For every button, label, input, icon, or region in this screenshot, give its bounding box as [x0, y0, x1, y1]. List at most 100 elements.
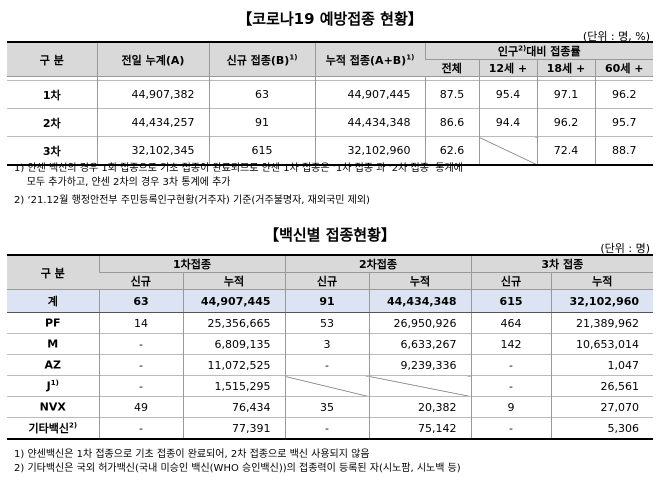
- cell-new: 63: [208, 80, 315, 109]
- header-cum: 누적: [182, 272, 286, 290]
- cell-prev: 32,102,345: [96, 136, 209, 165]
- table-row: 기타백신2) -77,391-75,142-5,306: [7, 417, 654, 439]
- cell-cum: 44,907,445: [314, 80, 425, 109]
- cell-d1c: 1,515,295: [182, 375, 286, 397]
- cell-cum: 32,102,960: [314, 136, 425, 165]
- note-line: 2) 기타백신은 국외 허가백신(국내 미승인 백신(WHO 승인백신))의 접…: [14, 463, 461, 474]
- cell-d2c: 26,950,926: [368, 312, 472, 334]
- header-new: 신규: [470, 272, 552, 290]
- note-line: 1) 얀센백신은 1차 접종으로 기초 접종이 완료되어, 2차 접종으로 백신…: [14, 449, 370, 460]
- cell-new: 91: [208, 108, 315, 137]
- header-rate-all: 전체: [425, 59, 479, 77]
- cell-d2n: 91: [284, 289, 370, 313]
- cell-d1c: 44,907,445: [182, 289, 286, 313]
- vaccination-status-table: 구 분 전일 누계(A) 신규 접종(B)1) 누적 접종(A+B)1) 인구2…: [7, 41, 654, 166]
- header-new: 신규: [99, 272, 183, 290]
- cell-prev: 44,907,382: [96, 80, 209, 109]
- cell-d1c: 25,356,665: [182, 312, 286, 334]
- section2-title: 【백신별 접종현황】: [264, 226, 396, 244]
- section1-notes: 1) 얀센 백신의 경우 1회 접종으로 기초 접종이 완료되므로 얀센 1차 …: [14, 162, 463, 208]
- cell-d2c: 9,239,336: [368, 354, 472, 376]
- section1-unit: (단위 : 명, %): [582, 30, 650, 43]
- header-category: 구 분: [7, 42, 97, 77]
- cell-d3c: 5,306: [550, 417, 654, 439]
- cell-d3c: 27,070: [550, 396, 654, 418]
- cell-d1n: -: [98, 333, 183, 355]
- header-rate-group: 인구2)대비 접종률: [424, 42, 654, 60]
- cell-d3c: 21,389,962: [550, 312, 654, 334]
- cell-d1c: 6,809,135: [182, 333, 286, 355]
- table-row: PF 14 25,356,665 53 26,950,926 464 21,389,962: [7, 312, 654, 334]
- cell-rate-60: 95.7: [594, 108, 654, 137]
- header-cumulative: 누적 접종(A+B)1): [314, 42, 425, 77]
- header-cum: 누적: [368, 272, 472, 290]
- cell-d3c: 32,102,960: [550, 289, 654, 313]
- vaccine-rows: 계 63 44,907,445 91 44,434,348 615 32,102,960 PF…: [7, 289, 654, 439]
- cell-d2c: 6,633,267: [368, 333, 472, 355]
- cell-d1n: -: [98, 417, 183, 439]
- table-row: M -6,809,135 3 6,633,267 142 10,653,014: [7, 333, 654, 355]
- cell-d2n: 53: [284, 312, 370, 334]
- cell-d1n: 14: [98, 312, 183, 334]
- cell-cum: 44,434,348: [314, 108, 425, 137]
- cell-d3n: -: [470, 417, 552, 439]
- cell-d3c: 26,561: [550, 375, 654, 397]
- section1-title: 【코로나19 예방접종 현황】: [237, 10, 423, 28]
- cell-rate-all: 86.6: [424, 108, 479, 137]
- cell-d1c: 77,391: [182, 417, 286, 439]
- note-line: 2) ‘21.12월 행정안전부 주민등록인구현황(거주자) 기준(거주불명자,…: [14, 195, 370, 206]
- note-line: 1) 얀센 백신의 경우 1회 접종으로 기초 접종이 완료되므로 얀센 1차 …: [14, 163, 463, 174]
- header-rate-12: 12세 +: [478, 59, 537, 77]
- table-row: J1) -1,515,295-26,561: [7, 375, 654, 397]
- cell-prev: 44,434,257: [96, 108, 209, 137]
- header-new: 신규: [284, 272, 370, 290]
- row-label: M: [7, 333, 99, 355]
- table-row: 2차 44,434,257 91 44,434,348 86.6 94.4 96…: [7, 108, 654, 137]
- header-category: 구 분: [7, 255, 99, 290]
- table-row: 1차 44,907,382 63 44,907,445 87.5 95.4 97…: [7, 80, 654, 109]
- cell-d3n: 615: [470, 289, 552, 313]
- cell-d2c: [368, 375, 472, 397]
- cell-d2n: -: [284, 354, 370, 376]
- header-dose2: 2차접종: [284, 255, 472, 273]
- cell-rate-18: 97.1: [536, 80, 595, 109]
- cell-d3n: 9: [470, 396, 552, 418]
- cell-d1n: 63: [98, 289, 183, 313]
- header-rate-60: 60세 +: [594, 59, 654, 77]
- cell-rate-60: 96.2: [594, 80, 654, 109]
- row-label: 기타백신2): [7, 417, 99, 439]
- header-dose3: 3차 접종: [470, 255, 654, 273]
- cell-d2c: 20,382: [368, 396, 472, 418]
- row-label: 3차: [7, 136, 97, 165]
- row-label: NVX: [7, 396, 99, 418]
- header-new: 신규 접종(B)1): [208, 42, 315, 77]
- cell-d2n: -: [284, 417, 370, 439]
- row-label: 1차: [7, 80, 97, 109]
- cell-d2n: [284, 375, 370, 397]
- note-line: 모두 추가하고, 얀센 2차의 경우 3차 통계에 추가: [14, 177, 231, 188]
- row-label: 계: [7, 289, 99, 313]
- cell-d1n: -: [98, 375, 183, 397]
- cell-rate-all: 62.6: [424, 136, 479, 165]
- row-label: J1): [7, 375, 99, 397]
- row-label: PF: [7, 312, 99, 334]
- spacer-row: [7, 76, 654, 81]
- cell-rate-18: 72.4: [536, 136, 595, 165]
- section2-notes: 1) 얀센백신은 1차 접종으로 기초 접종이 완료되어, 2차 접종으로 백신…: [14, 448, 461, 476]
- header-row-2: 전체 12세 + 18세 + 60세 +: [7, 59, 654, 77]
- cell-d1c: 76,434: [182, 396, 286, 418]
- cell-d1n: -: [98, 354, 183, 376]
- cell-rate-12: 95.4: [478, 80, 537, 109]
- cell-d2n: 35: [284, 396, 370, 418]
- cell-d2c: 75,142: [368, 417, 472, 439]
- total-row: 계 63 44,907,445 91 44,434,348 615 32,102,960: [7, 289, 654, 313]
- cell-d3n: -: [470, 354, 552, 376]
- table-row: 3차 32,102,345 615 32,102,960 62.6 72.4 8…: [7, 136, 654, 165]
- cell-new: 615: [208, 136, 315, 165]
- cell-rate-12: 94.4: [478, 108, 537, 137]
- row-label: 2차: [7, 108, 97, 137]
- cell-d2c: 44,434,348: [368, 289, 472, 313]
- header-row: 구 분 전일 누계(A) 신규 접종(B)1) 누적 접종(A+B)1) 인구2…: [7, 42, 654, 77]
- header-dose1: 1차접종: [98, 255, 286, 273]
